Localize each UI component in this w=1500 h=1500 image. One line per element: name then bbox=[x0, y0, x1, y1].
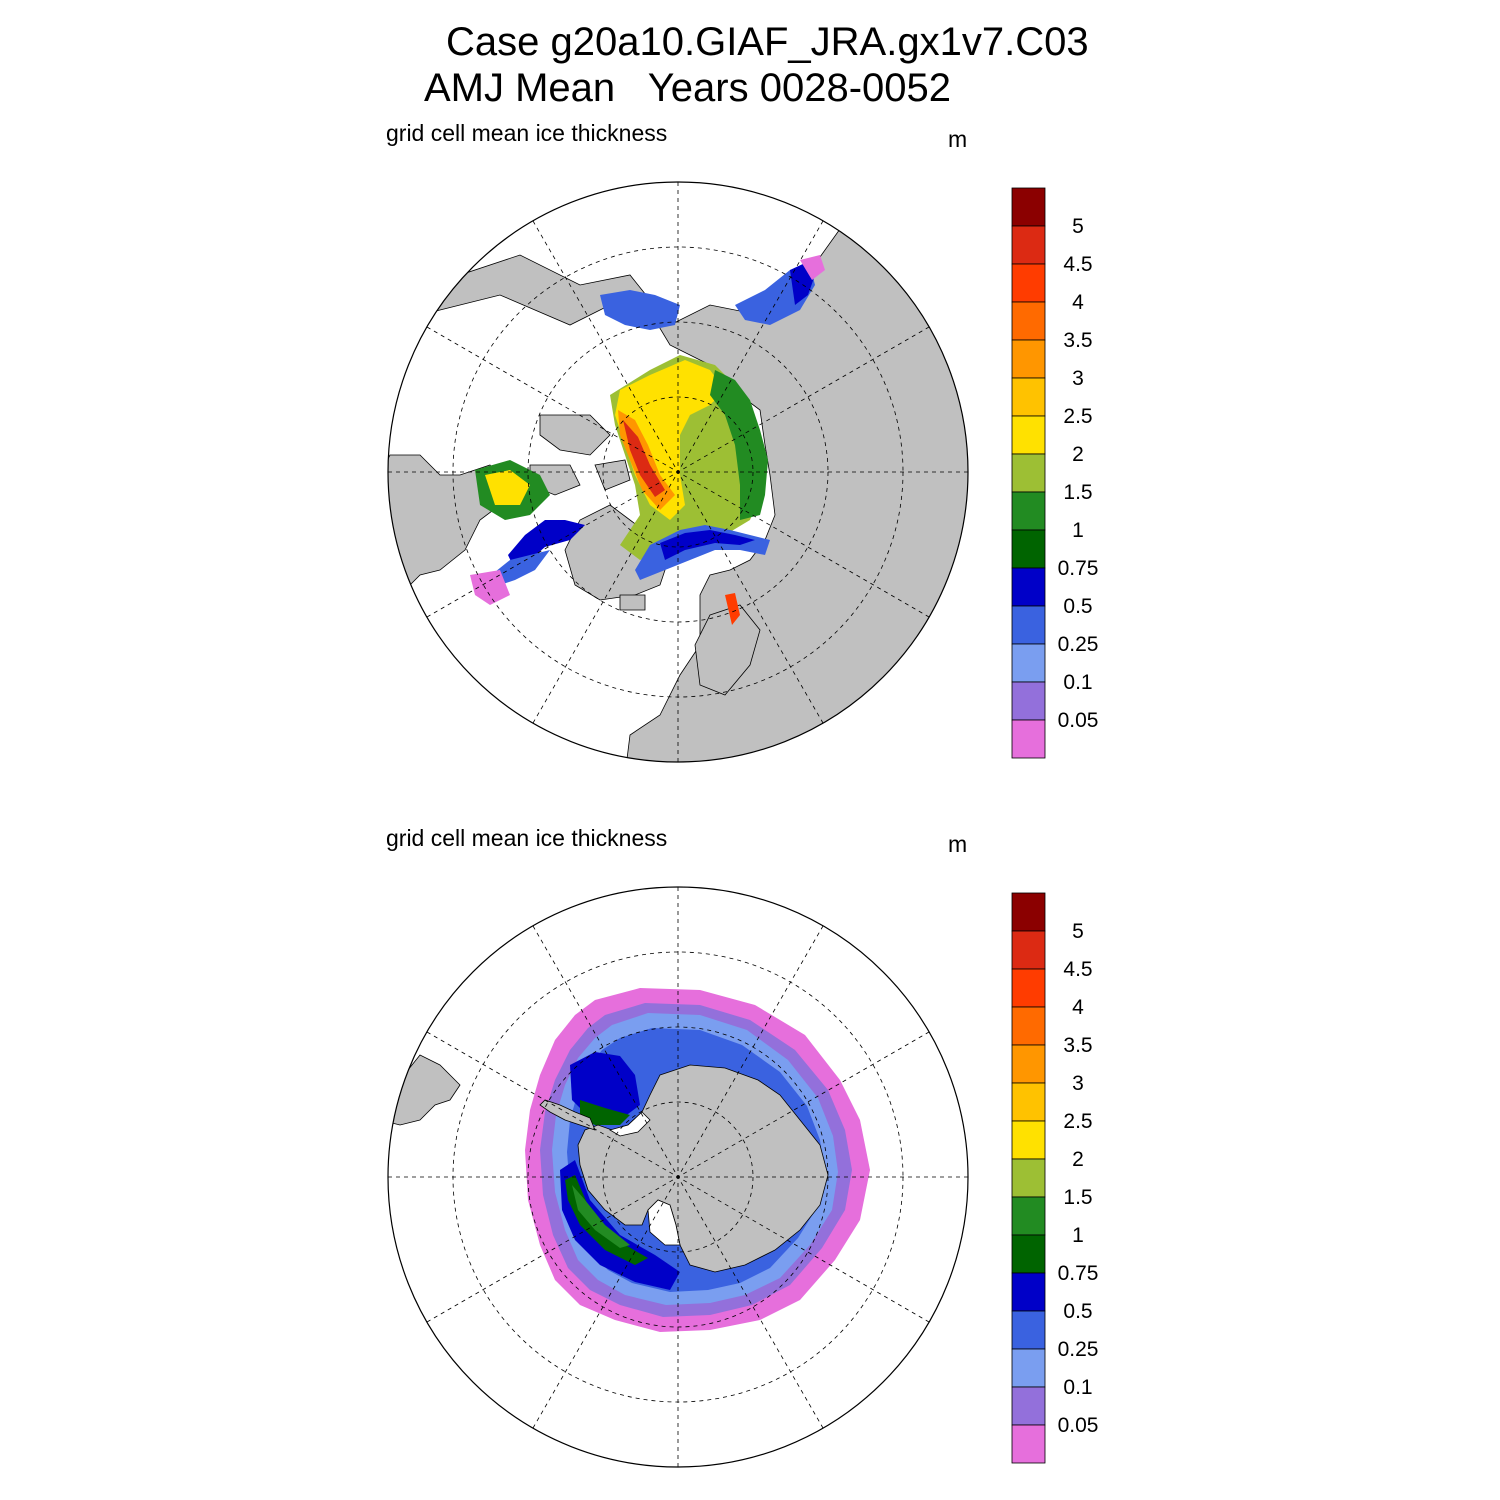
colorbar-tick-label: 0.1 bbox=[1063, 671, 1092, 694]
south-ice-shelves bbox=[608, 1111, 681, 1246]
south-polar-map bbox=[387, 886, 969, 1468]
colorbar-swatch bbox=[1011, 681, 1046, 721]
colorbar-swatch bbox=[1011, 529, 1046, 569]
colorbar-swatch bbox=[1011, 1310, 1046, 1350]
colorbar-swatch bbox=[1011, 1006, 1046, 1046]
south-panel-unit: m bbox=[948, 831, 968, 857]
colorbar-swatch bbox=[1011, 1082, 1046, 1122]
colorbar-swatch bbox=[1011, 930, 1046, 970]
north-land bbox=[388, 182, 968, 762]
colorbar-tick-label: 1.5 bbox=[1063, 481, 1092, 504]
colorbar-swatch bbox=[1011, 339, 1046, 379]
colorbar-swatch bbox=[1011, 1272, 1046, 1312]
south-graticule bbox=[388, 887, 968, 1467]
colorbar-swatch bbox=[1011, 415, 1046, 455]
colorbar-swatch bbox=[1011, 225, 1046, 265]
colorbar-tick-label: 0.5 bbox=[1063, 1300, 1092, 1323]
colorbar-tick-label: 4.5 bbox=[1063, 253, 1092, 276]
south-colorbar: 5 4.5 4 3.5 3 2.5 2 1.5 1 0.75 0.5 0.25 0.1 0.05 bbox=[1011, 892, 1099, 1464]
colorbar-tick-label: 1 bbox=[1072, 1224, 1084, 1247]
colorbar-tick-label: 0.1 bbox=[1063, 1376, 1092, 1399]
colorbar-tick-label: 1.5 bbox=[1063, 1186, 1092, 1209]
colorbar-swatch bbox=[1011, 377, 1046, 417]
north-panel-label: grid cell mean ice thickness bbox=[386, 120, 668, 146]
colorbar-swatch bbox=[1011, 1196, 1046, 1236]
colorbar-swatch bbox=[1011, 1044, 1046, 1084]
north-polar-map bbox=[387, 181, 969, 763]
colorbar-tick-label: 3.5 bbox=[1063, 329, 1092, 352]
colorbar-swatch bbox=[1011, 605, 1046, 645]
colorbar-tick-label: 4 bbox=[1072, 996, 1084, 1019]
colorbar-swatch bbox=[1011, 1348, 1046, 1388]
colorbar-tick-label: 0.25 bbox=[1058, 1338, 1099, 1361]
figure-title-line-2: AMJ Mean Years 0028-0052 bbox=[424, 66, 952, 110]
colorbar-swatch bbox=[1011, 1424, 1046, 1464]
colorbar-swatch bbox=[1011, 892, 1046, 932]
colorbar-swatch bbox=[1011, 1386, 1046, 1426]
colorbar-swatch bbox=[1011, 453, 1046, 493]
colorbar-tick-label: 0.05 bbox=[1058, 709, 1099, 732]
colorbar-swatch bbox=[1011, 719, 1046, 759]
colorbar-tick-label: 5 bbox=[1072, 215, 1084, 238]
colorbar-tick-label: 0.25 bbox=[1058, 633, 1099, 656]
figure-title-line-1: Case g20a10.GIAF_JRA.gx1v7.C03 bbox=[446, 20, 1089, 64]
north-graticule bbox=[388, 182, 968, 762]
colorbar-tick-label: 2.5 bbox=[1063, 405, 1092, 428]
colorbar-swatch bbox=[1011, 491, 1046, 531]
colorbar-tick-label: 2 bbox=[1072, 443, 1084, 466]
colorbar-tick-label: 5 bbox=[1072, 920, 1084, 943]
colorbar-swatch bbox=[1011, 301, 1046, 341]
colorbar-swatch bbox=[1011, 567, 1046, 607]
colorbar-tick-label: 0.05 bbox=[1058, 1414, 1099, 1437]
north-panel-unit: m bbox=[948, 126, 968, 152]
south-panel-label: grid cell mean ice thickness bbox=[386, 825, 668, 851]
colorbar-swatch bbox=[1011, 968, 1046, 1008]
colorbar-swatch bbox=[1011, 643, 1046, 683]
colorbar-tick-label: 2 bbox=[1072, 1148, 1084, 1171]
colorbar-tick-label: 1 bbox=[1072, 519, 1084, 542]
colorbar-tick-label: 0.5 bbox=[1063, 595, 1092, 618]
colorbar-tick-label: 3 bbox=[1072, 1072, 1084, 1095]
colorbar-tick-label: 0.75 bbox=[1058, 557, 1099, 580]
colorbar-swatch bbox=[1011, 263, 1046, 303]
colorbar-swatch bbox=[1011, 1120, 1046, 1160]
colorbar-tick-label: 2.5 bbox=[1063, 1110, 1092, 1133]
colorbar-tick-label: 3 bbox=[1072, 367, 1084, 390]
south-map-outline bbox=[387, 886, 969, 1468]
colorbar-swatch bbox=[1011, 1158, 1046, 1198]
colorbar-tick-label: 4.5 bbox=[1063, 958, 1092, 981]
north-colorbar: 5 4.5 4 3.5 3 2.5 2 1.5 1 0.75 0.5 0.25 0.1 0.05 bbox=[1011, 187, 1099, 759]
north-map-outline bbox=[387, 181, 969, 763]
colorbar-tick-label: 0.75 bbox=[1058, 1262, 1099, 1285]
colorbar-tick-label: 4 bbox=[1072, 291, 1084, 314]
north-ice-field bbox=[470, 255, 825, 625]
colorbar-swatch bbox=[1011, 1234, 1046, 1274]
colorbar-tick-label: 3.5 bbox=[1063, 1034, 1092, 1057]
colorbar-swatch bbox=[1011, 187, 1046, 227]
